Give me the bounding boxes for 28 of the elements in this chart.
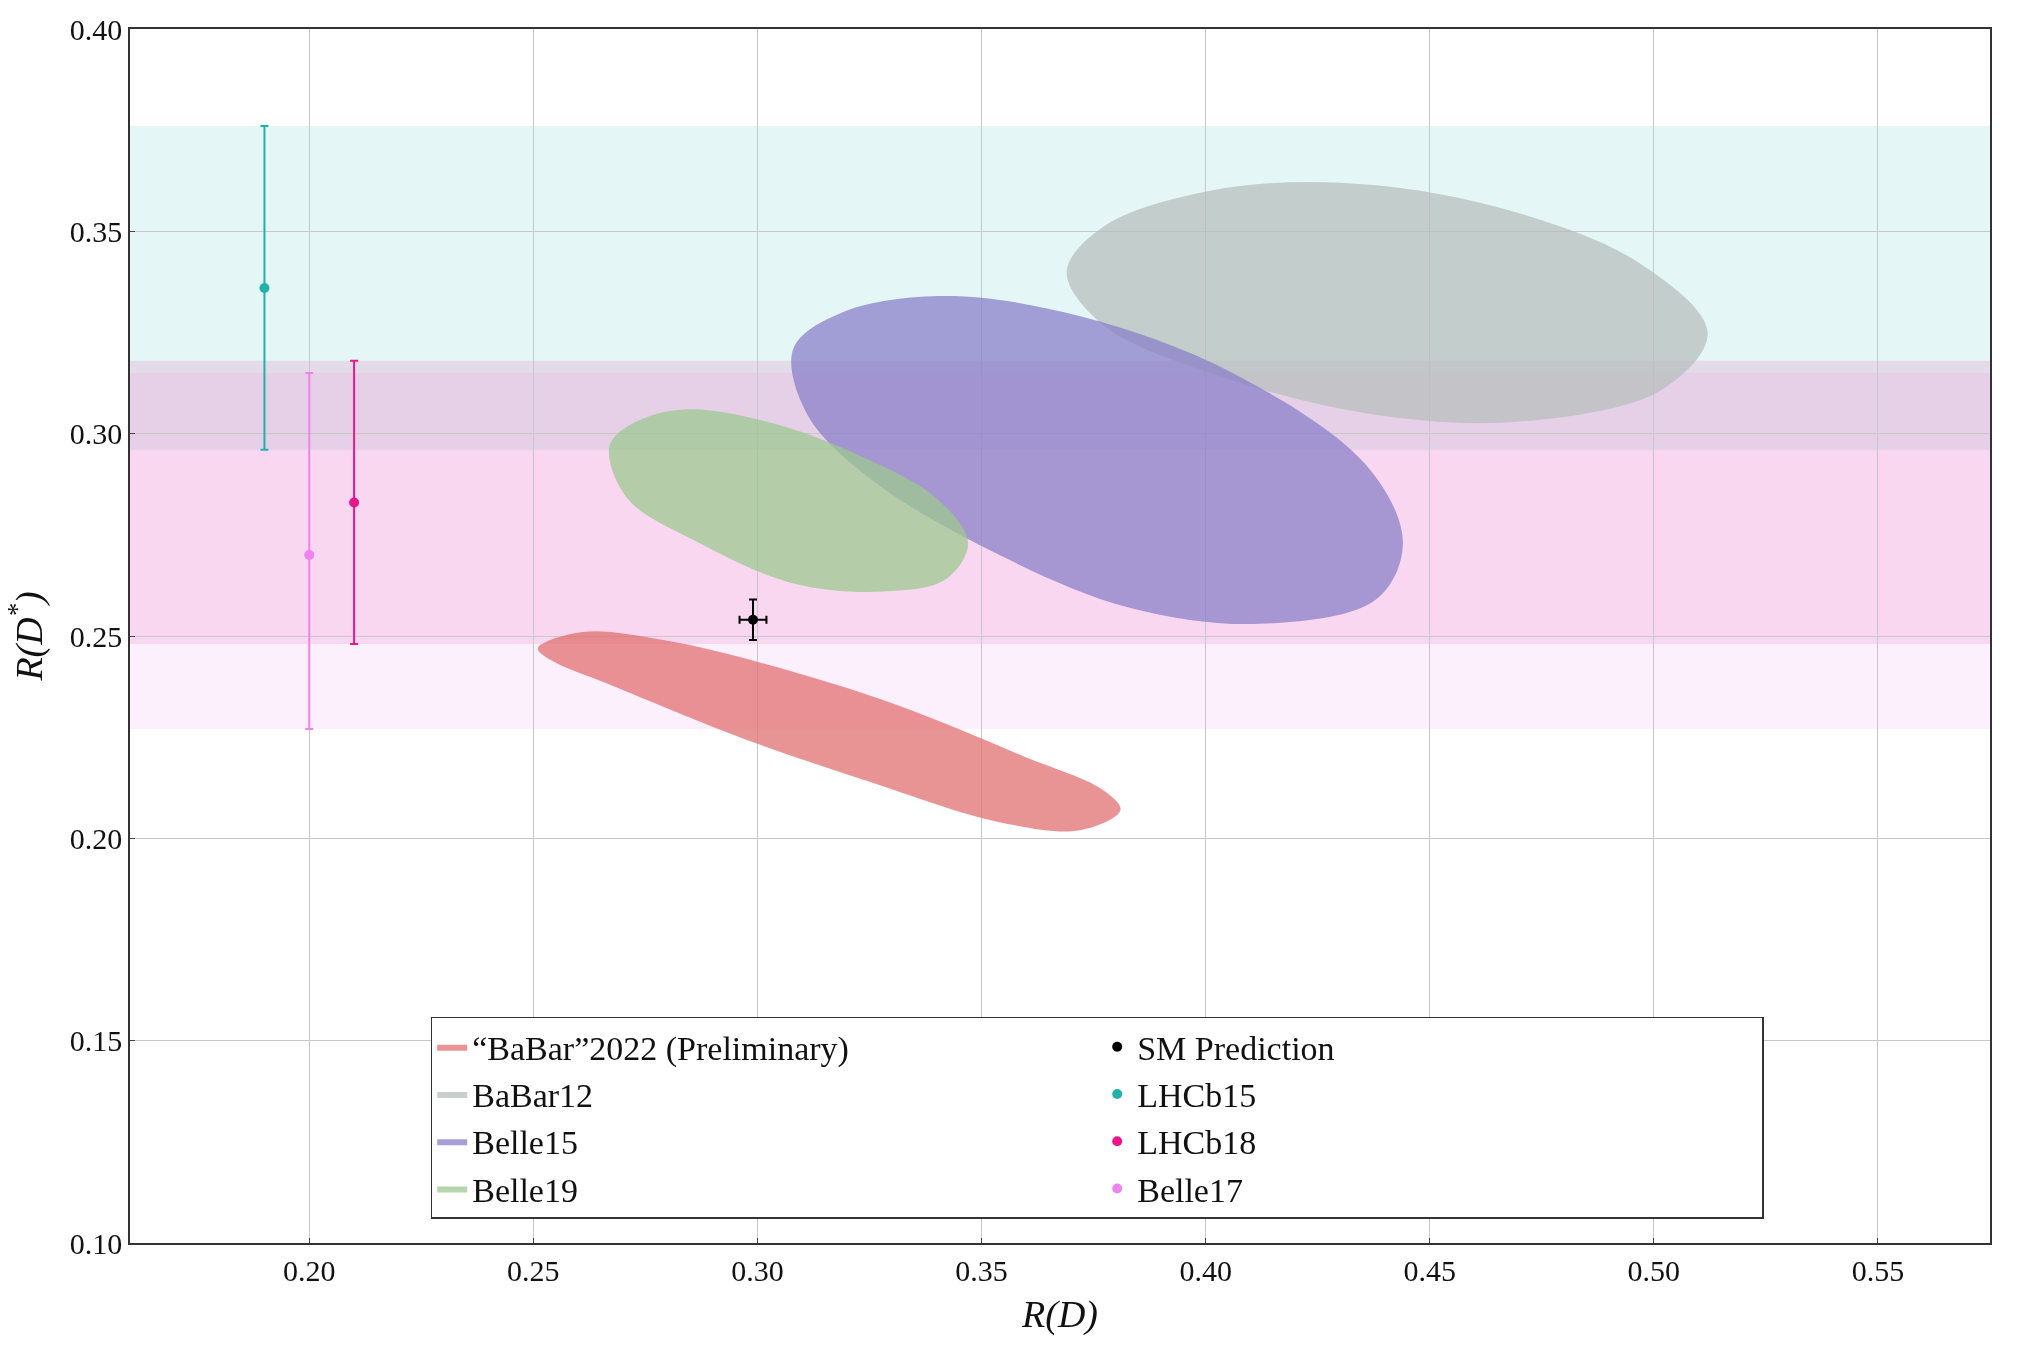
y-tick-label: 0.15 [69,1024,123,1058]
legend-label: LHCb15 [1137,1077,1257,1115]
point [747,614,758,625]
x-tick-label: 0.20 [283,1253,336,1287]
x-axis-title: R(D) [1021,1293,1098,1337]
legend-label: Belle19 [472,1171,578,1209]
legend-label: “BaBar”2022 (Preliminary) [472,1030,849,1069]
legend-label: Belle17 [1137,1171,1243,1209]
x-tick-label: 0.45 [1403,1253,1457,1287]
legend-label: Belle15 [472,1124,578,1162]
y-tick-label: 0.30 [69,417,123,451]
y-tick-label: 0.20 [69,821,123,855]
y-tick-label: 0.40 [69,12,123,46]
x-tick-label: 0.50 [1627,1253,1681,1287]
point [304,550,315,561]
y-tick-label: 0.10 [69,1226,123,1260]
x-tick-label: 0.40 [1179,1253,1232,1287]
point [349,497,360,508]
point [259,282,270,293]
legend-label: LHCb18 [1137,1124,1257,1162]
y-tick-label: 0.35 [69,214,123,248]
x-tick-label: 0.35 [955,1253,1008,1287]
legend-label: SM Prediction [1137,1030,1335,1068]
legend-label: BaBar12 [472,1077,594,1115]
y-tick-label: 0.25 [69,619,123,653]
x-tick-label: 0.25 [507,1253,560,1287]
x-tick-label: 0.30 [731,1253,784,1287]
x-tick-label: 0.55 [1851,1253,1905,1287]
